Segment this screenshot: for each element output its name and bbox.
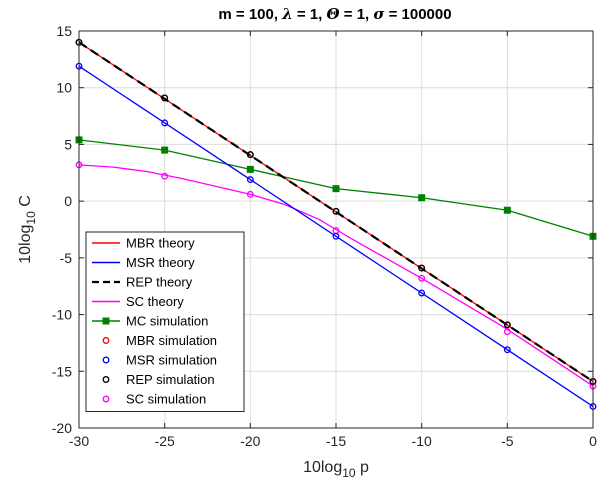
legend-item: MBR simulation (102, 333, 217, 348)
legend-label: REP theory (126, 275, 193, 290)
legend-item: MSR theory (92, 255, 195, 270)
series-msr-theory (78, 65, 594, 407)
series-layer (75, 38, 597, 410)
legend-label: MBR simulation (126, 333, 217, 348)
y-tick-label: 0 (64, 193, 72, 209)
title-part: = 1, (340, 6, 374, 23)
legend-label: SC simulation (126, 392, 206, 407)
title-part: Θ (327, 5, 340, 23)
x-axis-title-subscript: 10 (342, 466, 356, 480)
legend-item: REP simulation (102, 372, 215, 387)
legend-item: SC theory (92, 294, 184, 309)
x-tick-label: -20 (240, 433, 260, 449)
legend-label: MSR simulation (126, 353, 217, 368)
series-line (78, 65, 594, 407)
x-axis-title: 10log10 p (303, 459, 369, 480)
data-point (418, 194, 426, 202)
legend-item: MC simulation (92, 314, 208, 329)
y-tick-label: -20 (52, 420, 72, 436)
legend-marker (102, 395, 110, 403)
legend-item: MSR simulation (102, 353, 217, 368)
legend-label: SC theory (126, 294, 184, 309)
legend-item: SC simulation (102, 392, 206, 407)
legend-label: MSR theory (126, 255, 195, 270)
data-point (332, 207, 340, 215)
x-tick-label: -10 (412, 433, 432, 449)
chart-title: m = 100, λ = 1, Θ = 1, σ = 100000 (218, 5, 451, 23)
legend-label: MC simulation (126, 314, 208, 329)
legend: MBR theory MSR theory REP theory SC theory M… (85, 231, 245, 412)
legend-marker (102, 376, 110, 383)
legend-label: MBR theory (126, 236, 195, 251)
legend-marker (102, 356, 110, 364)
data-point (161, 94, 169, 102)
data-point (332, 232, 340, 240)
data-point (246, 165, 254, 173)
y-axis-title-base: 10log (17, 225, 34, 264)
legend-item: REP theory (92, 275, 193, 290)
y-tick-label: 5 (64, 136, 72, 152)
title-part: = 1, (293, 6, 327, 23)
legend-item: MBR theory (92, 236, 195, 251)
data-point (418, 264, 426, 272)
series-rep-theory (78, 41, 594, 383)
x-axis-title-variable: p (356, 459, 369, 476)
title-part: λ (281, 5, 293, 23)
data-point (503, 346, 511, 354)
y-tick-label: -5 (60, 250, 73, 266)
data-point (503, 321, 511, 329)
y-axis-title-subscript: 10 (24, 211, 38, 225)
series-line (78, 41, 594, 383)
x-tick-label: -15 (326, 433, 346, 449)
x-tick-label: -5 (501, 433, 514, 449)
data-point (161, 119, 169, 127)
y-axis-title: 10log10 C (17, 195, 38, 264)
series-mc-simulation (75, 136, 597, 240)
data-point (418, 274, 426, 282)
data-point (332, 185, 340, 193)
y-axis-title-variable: C (17, 195, 34, 211)
title-part: = 100000 (384, 6, 451, 23)
data-point (418, 289, 426, 297)
y-tick-label: -10 (52, 307, 72, 323)
legend-marker (102, 317, 110, 325)
legend-marker (102, 337, 110, 344)
data-point (503, 328, 511, 336)
x-tick-label: 0 (589, 433, 597, 449)
data-point (246, 151, 254, 159)
x-axis-title-base: 10log (303, 459, 342, 476)
y-tick-label: 15 (56, 23, 72, 39)
data-point (246, 176, 254, 184)
data-point (161, 146, 169, 154)
data-point (161, 172, 169, 180)
x-tick-label: -30 (69, 433, 89, 449)
x-tick-label: -25 (155, 433, 175, 449)
y-tick-label: 10 (56, 80, 72, 96)
y-tick-label: -15 (52, 363, 72, 379)
ticks: -30 -25 -20 -15 -10 -5 0 15 10 5 0 -5 -10 -15 -20 (52, 23, 597, 449)
data-point (503, 206, 511, 214)
legend-label: REP simulation (126, 372, 215, 387)
title-part: σ (373, 5, 385, 23)
data-point (246, 190, 254, 198)
title-part: m = 100, (218, 6, 282, 23)
